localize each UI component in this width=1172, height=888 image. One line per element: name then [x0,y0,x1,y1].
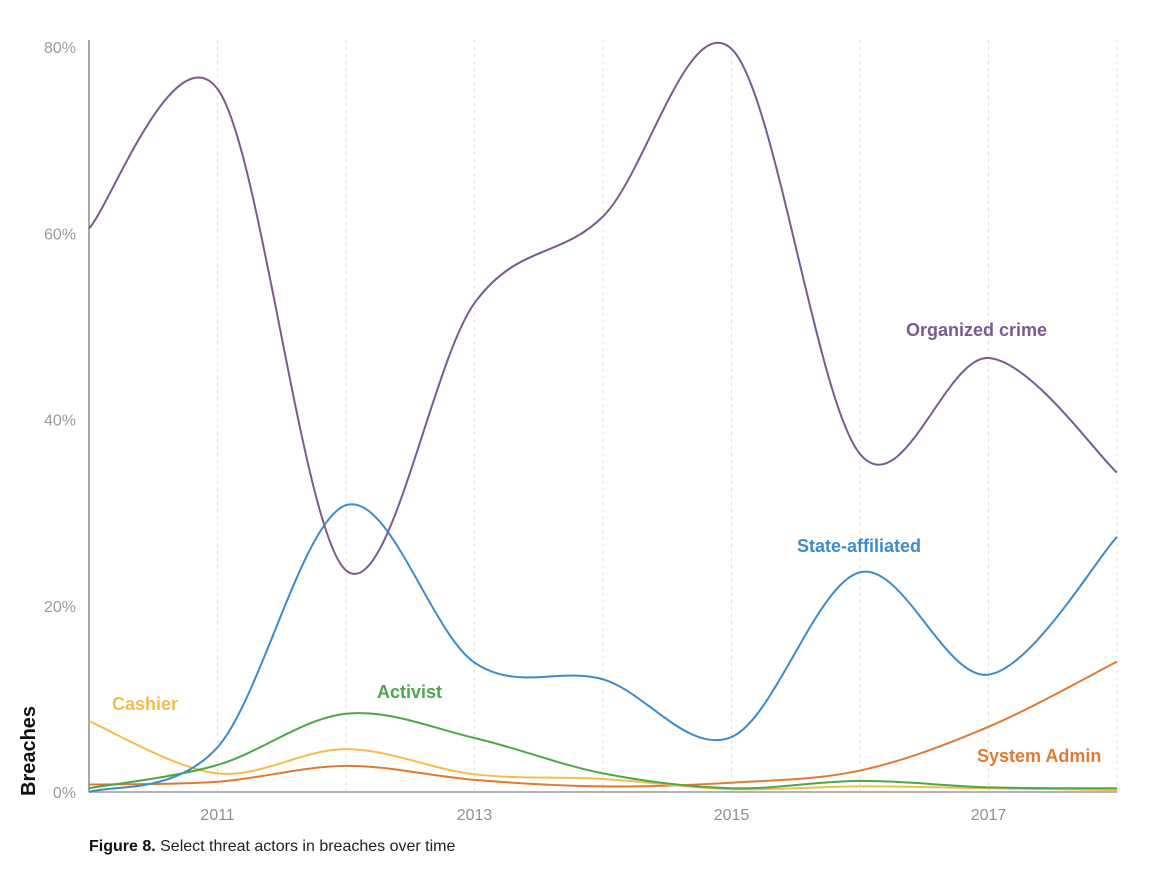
series-line-state-affiliated [88,503,1118,793]
series-line-organized-crime [88,41,1118,575]
figure-caption: Figure 8. Select threat actors in breach… [89,838,455,856]
series-labels: Organized crime State-affiliated Activist C… [112,320,1101,766]
y-tick-label: 80% [44,40,76,57]
line-chart: 0% 20% 40% 60% 80% 2011 2013 2015 2017 Organize… [18,40,1118,824]
x-tick-label: 2013 [457,807,493,824]
figure-caption-text: Select threat actors in breaches over ti… [155,838,456,855]
series-label-organized-crime: Organized crime [906,320,1047,340]
figure-caption-label: Figure 8. [89,838,156,855]
y-tick-labels: 0% 20% 40% 60% 80% [44,40,76,802]
y-tick-label: 40% [44,413,76,430]
x-tick-label: 2011 [200,807,235,824]
x-tick-label: 2017 [971,807,1007,824]
series-line-system-admin [88,660,1118,788]
series-label-cashier: Cashier [112,694,178,714]
series-label-state-affiliated: State-affiliated [797,536,921,556]
x-tick-labels: 2011 2013 2015 2017 [200,807,1006,824]
series-label-activist: Activist [377,682,442,702]
y-tick-label: 60% [44,226,76,243]
series-line-activist [88,712,1118,790]
series-label-system-admin: System Admin [977,746,1101,766]
series-lines [88,41,1118,793]
series-line-cashier [88,720,1118,792]
x-tick-label: 2015 [714,807,750,824]
y-axis-label: Breaches [18,706,40,796]
y-tick-label: 20% [44,599,76,616]
y-tick-label: 0% [53,785,76,802]
gridlines [217,40,1118,792]
